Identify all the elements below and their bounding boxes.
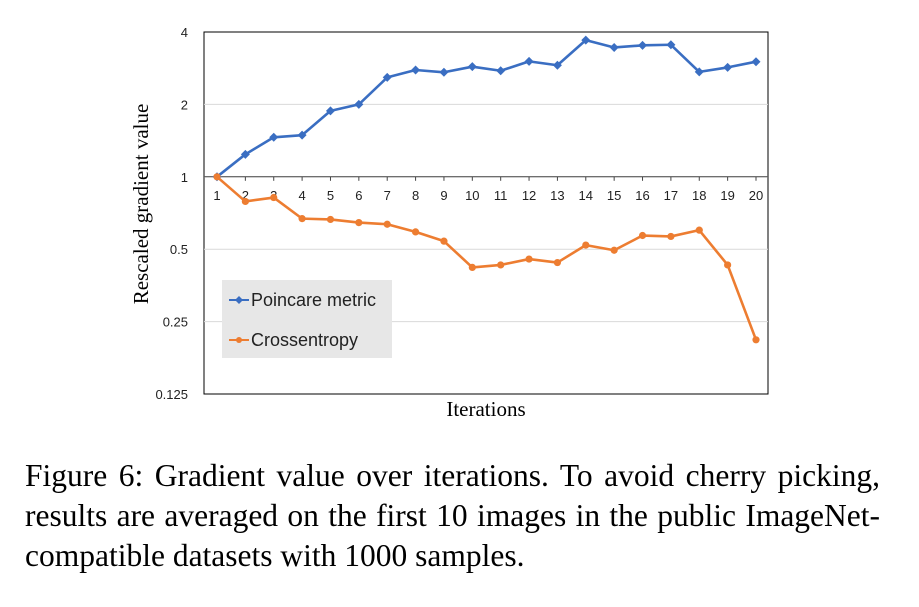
data-point bbox=[724, 261, 732, 269]
legend: Poincare metric Crossentropy bbox=[222, 280, 392, 358]
legend-label-poincare: Poincare metric bbox=[251, 290, 376, 310]
x-axis-title: Iterations bbox=[446, 397, 525, 421]
x-tick-label: 6 bbox=[355, 188, 362, 203]
y-tick-label: 0.5 bbox=[170, 242, 188, 257]
data-point bbox=[411, 228, 420, 236]
series-layer bbox=[212, 35, 761, 344]
x-tick-label: 19 bbox=[720, 188, 734, 203]
data-point bbox=[297, 130, 307, 140]
data-point bbox=[439, 67, 449, 77]
x-tick-label: 10 bbox=[465, 188, 479, 203]
series-crossentropy bbox=[213, 173, 760, 344]
data-point bbox=[553, 258, 562, 267]
data-point bbox=[269, 132, 279, 142]
x-tick-label: 13 bbox=[550, 188, 564, 203]
y-tick-label: 0.125 bbox=[155, 387, 188, 402]
x-tick-label: 1 bbox=[213, 188, 220, 203]
data-point bbox=[694, 67, 704, 77]
data-point bbox=[638, 231, 647, 240]
y-tick-label: 2 bbox=[181, 97, 188, 112]
data-point bbox=[610, 246, 618, 254]
data-point bbox=[467, 62, 477, 72]
x-tick-label: 14 bbox=[579, 188, 593, 203]
data-point bbox=[325, 106, 335, 116]
y-tick-label: 0.25 bbox=[163, 315, 188, 330]
series-poincare-metric bbox=[212, 35, 761, 182]
data-point bbox=[326, 215, 335, 224]
x-tick-label: 12 bbox=[522, 188, 536, 203]
data-point bbox=[354, 99, 364, 109]
series-line bbox=[216, 175, 758, 341]
x-tick-label: 16 bbox=[635, 188, 649, 203]
x-tick-label: 4 bbox=[298, 188, 305, 203]
data-point bbox=[355, 219, 363, 227]
x-tick-label: 8 bbox=[412, 188, 419, 203]
data-point bbox=[213, 173, 221, 181]
data-point bbox=[241, 197, 249, 206]
y-tick-label: 1 bbox=[181, 170, 188, 185]
legend-label-crossentropy: Crossentropy bbox=[251, 330, 358, 350]
data-point bbox=[581, 35, 591, 45]
x-tick-label: 7 bbox=[384, 188, 391, 203]
data-point bbox=[751, 57, 761, 67]
figure-caption: Figure 6: Gradient value over iterations… bbox=[25, 458, 880, 573]
data-point bbox=[240, 149, 250, 159]
x-tick-label: 15 bbox=[607, 188, 621, 203]
x-tick-label: 17 bbox=[664, 188, 678, 203]
x-tick-label: 2 bbox=[242, 188, 249, 203]
data-point bbox=[524, 56, 534, 66]
x-tick-label: 20 bbox=[749, 188, 763, 203]
y-axis-ticks: 0.125 0.25 0.5 1 2 4 bbox=[155, 25, 188, 402]
data-point bbox=[582, 241, 590, 249]
y-axis-title: Rescaled gradient value bbox=[129, 104, 153, 305]
data-point bbox=[411, 65, 421, 75]
data-point bbox=[496, 66, 506, 76]
data-point bbox=[667, 232, 675, 241]
data-point bbox=[723, 62, 733, 72]
data-point bbox=[666, 40, 676, 50]
y-tick-label: 4 bbox=[181, 25, 188, 40]
x-tick-label: 18 bbox=[692, 188, 706, 203]
data-point bbox=[383, 220, 391, 228]
x-tick-label: 11 bbox=[494, 188, 508, 203]
data-point bbox=[298, 215, 306, 223]
data-point bbox=[609, 42, 619, 52]
data-point bbox=[752, 336, 760, 344]
data-point bbox=[468, 263, 476, 272]
data-point bbox=[552, 60, 562, 70]
x-tick-label: 9 bbox=[440, 188, 447, 203]
data-point bbox=[440, 237, 448, 245]
series-line bbox=[216, 38, 757, 178]
data-point bbox=[497, 261, 505, 269]
legend-box bbox=[222, 280, 392, 358]
x-tick-label: 5 bbox=[327, 188, 334, 203]
legend-marker-crossentropy bbox=[236, 337, 242, 343]
data-point bbox=[525, 255, 533, 263]
legend-marker-poincare bbox=[235, 296, 243, 304]
data-point bbox=[695, 226, 703, 234]
data-point bbox=[382, 72, 392, 82]
data-point bbox=[270, 193, 278, 202]
data-point bbox=[638, 40, 648, 50]
